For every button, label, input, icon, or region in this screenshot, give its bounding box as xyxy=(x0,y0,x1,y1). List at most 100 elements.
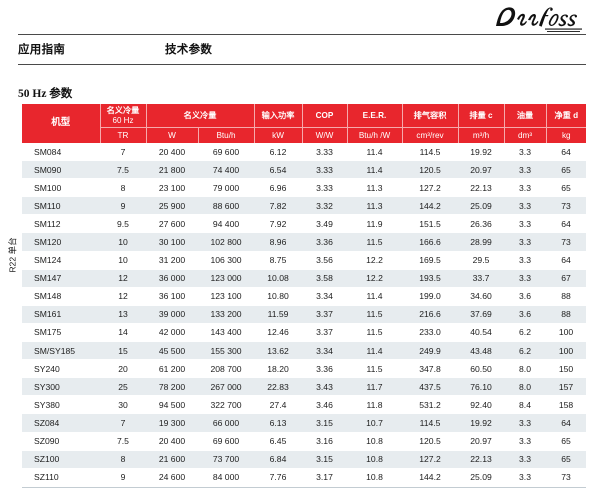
cell-eer: 11.4 xyxy=(347,143,403,162)
group-label-r22-text: R22 单台 xyxy=(8,237,18,273)
cell-displacement: 166.6 xyxy=(402,232,459,252)
cell-weight: 73 xyxy=(546,196,587,216)
cell-tr: 8 xyxy=(100,450,146,469)
cell-displacement: 216.6 xyxy=(402,305,459,324)
cell-nominal-btuh: 88 600 xyxy=(198,196,255,216)
cell-model: SM124 xyxy=(22,251,100,270)
cell-displacement: 193.5 xyxy=(402,269,459,288)
cell-nominal-w: 36 100 xyxy=(146,287,198,306)
cell-cop: 3.56 xyxy=(302,251,348,270)
table-row: SM147 12 36 000 123 000 10.08 3.58 12.2 193.5 33… xyxy=(22,269,587,288)
cell-nominal-w: 30 100 xyxy=(146,232,198,252)
cell-weight: 64 xyxy=(546,413,587,433)
th-eer: E.E.R. xyxy=(347,104,403,128)
cell-oil: 3.3 xyxy=(504,269,547,288)
cell-nominal-w: 42 000 xyxy=(146,323,198,343)
cell-weight: 150 xyxy=(546,359,587,379)
cell-tr: 12 xyxy=(100,269,146,288)
cell-oil: 3.3 xyxy=(504,214,547,234)
cell-nominal-w: 61 200 xyxy=(146,359,198,379)
cell-weight: 73 xyxy=(546,468,587,487)
cell-cop: 3.37 xyxy=(302,305,348,324)
cell-input-kw: 6.13 xyxy=(254,413,303,433)
cell-oil: 3.3 xyxy=(504,450,547,469)
cell-model: SM161 xyxy=(22,305,100,324)
cell-weight: 64 xyxy=(546,251,587,270)
cell-weight: 100 xyxy=(546,341,587,361)
cell-displacement: 114.5 xyxy=(402,143,459,162)
group-label-r22: R22 单台 xyxy=(4,215,22,295)
spec-table-container: 机型 名义冷量 60 Hz 名义冷量 输入功率 COP E.E.R. 排气容积 … xyxy=(22,104,587,487)
header-row-units: TR W Btu/h kW W/W Btu/h /W cm³/rev m³/h … xyxy=(22,127,587,143)
cell-nominal-w: 31 200 xyxy=(146,251,198,270)
cell-nominal-w: 25 900 xyxy=(146,196,198,216)
cell-eer: 11.4 xyxy=(347,341,403,361)
cell-eer: 11.9 xyxy=(347,214,403,234)
cell-displacement: 347.8 xyxy=(402,359,459,379)
cell-displacement: 151.5 xyxy=(402,214,459,234)
cell-weight: 73 xyxy=(546,232,587,252)
cell-displacement: 127.2 xyxy=(402,178,459,198)
cell-nominal-w: 45 500 xyxy=(146,341,198,361)
cell-model: SZ110 xyxy=(22,468,100,487)
cell-eer: 11.3 xyxy=(347,178,403,198)
cell-nominal-w: 78 200 xyxy=(146,377,198,397)
cell-input-kw: 12.46 xyxy=(254,323,303,343)
table-row: SM084 7 20 400 69 600 6.12 3.33 11.4 114.5 19.92… xyxy=(22,143,587,162)
header-rule-bottom xyxy=(18,64,586,65)
cell-weight: 65 xyxy=(546,450,587,469)
section-title: 50 Hz 参数 xyxy=(18,88,73,100)
cell-eer: 11.7 xyxy=(347,377,403,397)
cell-cop: 3.49 xyxy=(302,214,348,234)
table-row: SZ090 7.5 20 400 69 600 6.45 3.16 10.8 120.5 20.… xyxy=(22,432,587,451)
cell-model: SM120 xyxy=(22,232,100,252)
spec-table-body: SM084 7 20 400 69 600 6.12 3.33 11.4 114.5 19.92… xyxy=(22,143,587,487)
table-row: SM124 10 31 200 106 300 8.75 3.56 12.2 169.5 29.… xyxy=(22,251,587,270)
cell-nominal-w: 94 500 xyxy=(146,395,198,415)
th-nominal-capacity: 名义冷量 xyxy=(146,104,255,128)
th-unit-cm3rev: cm³/rev xyxy=(402,127,459,143)
cell-nominal-btuh: 79 000 xyxy=(198,178,255,198)
cell-flow: 34.60 xyxy=(458,287,505,306)
table-row: SM161 13 39 000 133 200 11.59 3.37 11.5 216.6 37… xyxy=(22,305,587,324)
cell-nominal-btuh: 267 000 xyxy=(198,377,255,397)
table-row: SZ084 7 19 300 66 000 6.13 3.15 10.7 114.5 19.92… xyxy=(22,413,587,433)
cell-weight: 64 xyxy=(546,143,587,162)
cell-eer: 11.8 xyxy=(347,395,403,415)
cell-nominal-btuh: 69 600 xyxy=(198,432,255,451)
cell-cop: 3.46 xyxy=(302,395,348,415)
cell-oil: 3.3 xyxy=(504,468,547,487)
cell-flow: 19.92 xyxy=(458,413,505,433)
cell-flow: 22.13 xyxy=(458,178,505,198)
cell-oil: 8.0 xyxy=(504,377,547,397)
cell-flow: 25.09 xyxy=(458,196,505,216)
cell-cop: 3.15 xyxy=(302,450,348,469)
cell-displacement: 120.5 xyxy=(402,160,459,180)
cell-model: SM084 xyxy=(22,143,100,162)
cell-weight: 65 xyxy=(546,160,587,180)
cell-weight: 88 xyxy=(546,305,587,324)
cell-model: SY240 xyxy=(22,359,100,379)
cell-flow: 76.10 xyxy=(458,377,505,397)
cell-eer: 11.4 xyxy=(347,160,403,180)
cell-cop: 3.33 xyxy=(302,178,348,198)
cell-nominal-btuh: 133 200 xyxy=(198,305,255,324)
cell-input-kw: 8.96 xyxy=(254,232,303,252)
header-rule-top xyxy=(18,34,586,35)
spec-table-head: 机型 名义冷量 60 Hz 名义冷量 输入功率 COP E.E.R. 排气容积 … xyxy=(22,104,587,143)
cell-eer: 11.3 xyxy=(347,196,403,216)
cell-cop: 3.43 xyxy=(302,377,348,397)
cell-displacement: 249.9 xyxy=(402,341,459,361)
cell-tr: 14 xyxy=(100,323,146,343)
cell-nominal-btuh: 84 000 xyxy=(198,468,255,487)
cell-model: SY380 xyxy=(22,395,100,415)
cell-flow: 60.50 xyxy=(458,359,505,379)
cell-flow: 92.40 xyxy=(458,395,505,415)
cell-input-kw: 13.62 xyxy=(254,341,303,361)
table-row: SY300 25 78 200 267 000 22.83 3.43 11.7 437.5 76… xyxy=(22,377,587,397)
cell-eer: 12.2 xyxy=(347,251,403,270)
cell-nominal-btuh: 123 100 xyxy=(198,287,255,306)
cell-tr: 12 xyxy=(100,287,146,306)
cell-model: SM/SY185 xyxy=(22,341,100,361)
th-unit-btuh: Btu/h xyxy=(198,127,255,143)
